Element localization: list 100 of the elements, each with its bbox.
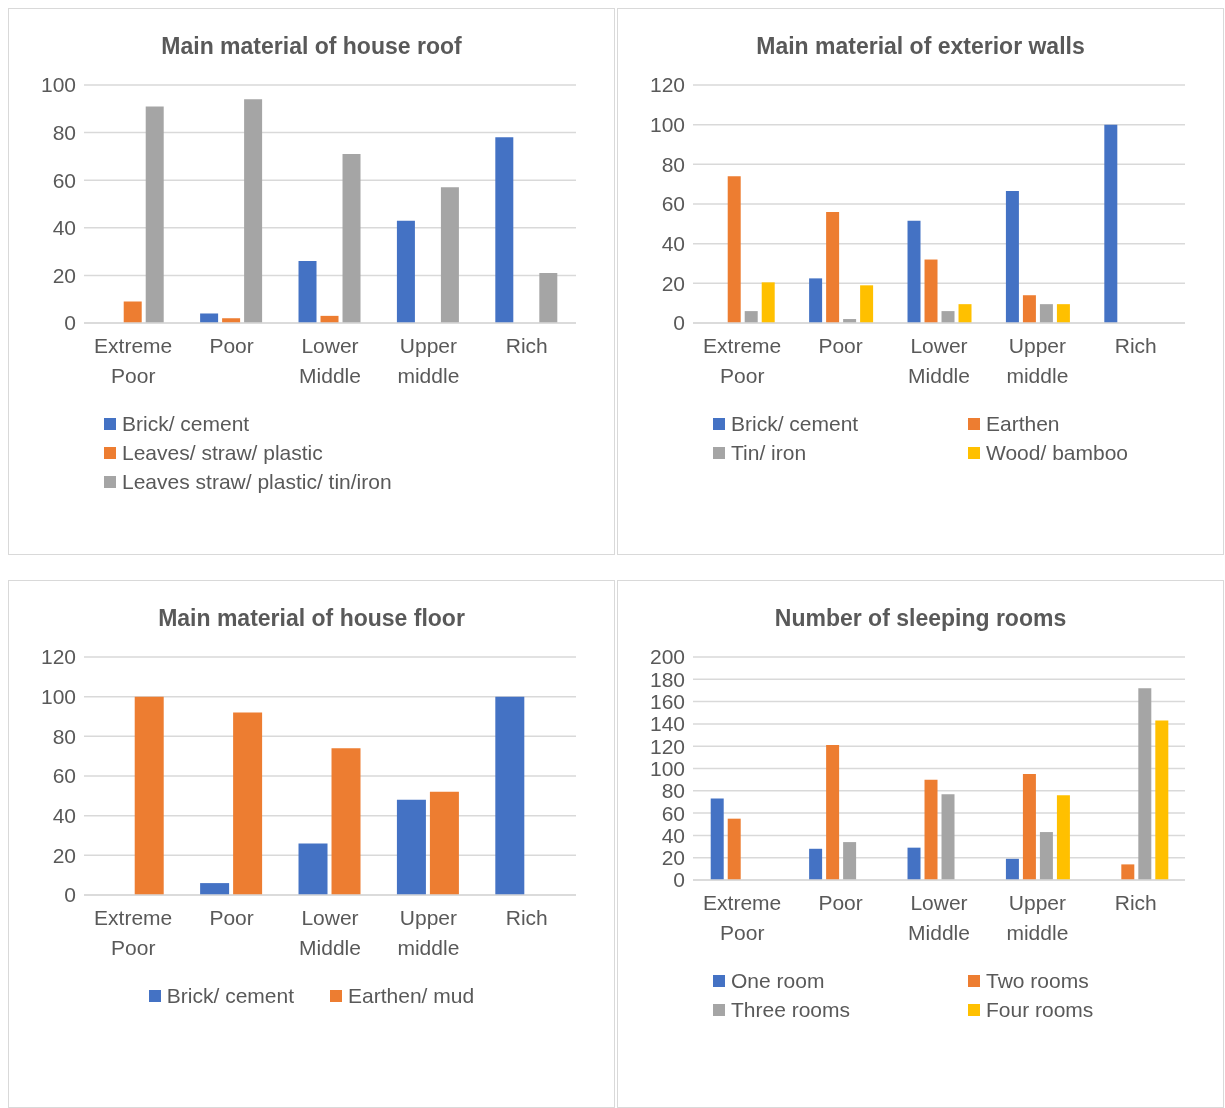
y-tick-label: 160	[649, 690, 685, 714]
y-tick-label: 140	[649, 712, 685, 736]
bar	[1138, 688, 1152, 880]
bar	[1121, 864, 1135, 880]
y-tick-label: 80	[52, 121, 76, 145]
y-tick-label: 60	[52, 764, 76, 788]
y-tick-label: 200	[649, 645, 685, 669]
y-tick-label: 60	[661, 192, 685, 216]
x-tick-label: Poor	[209, 906, 254, 929]
x-tick-label: Rich	[505, 906, 548, 929]
y-tick-label: 0	[64, 311, 76, 335]
y-tick-label: 120	[649, 73, 685, 97]
x-tick-label: Lower Middle	[299, 334, 361, 387]
y-tick-label: 60	[52, 168, 76, 192]
legend-label: Leaves/ straw/ plastic	[122, 440, 323, 466]
x-tick-label: Extreme Poor	[94, 906, 173, 959]
y-tick-label: 40	[661, 232, 685, 256]
bar	[1039, 832, 1053, 880]
legend-label: Tin/ iron	[731, 440, 807, 466]
bar	[1155, 720, 1169, 880]
x-tick-label: Upper middle	[1006, 334, 1069, 387]
x-tick-label: Extreme Poor	[703, 891, 782, 944]
chart-title: Main material of house floor	[157, 605, 466, 633]
legend-label: Four rooms	[986, 997, 1094, 1023]
legend-label: Brick/ cement	[122, 411, 250, 437]
y-tick-label: 120	[40, 645, 76, 669]
y-tick-label: 20	[52, 843, 76, 867]
bar	[123, 301, 142, 323]
y-tick-label: 0	[673, 311, 685, 335]
y-tick-label: 80	[661, 779, 685, 803]
bar	[941, 794, 955, 880]
legend-label: One room	[731, 968, 825, 994]
bar	[941, 311, 955, 323]
bar	[429, 791, 459, 895]
bar	[924, 259, 938, 323]
y-tick-label: 40	[661, 823, 685, 847]
bar	[727, 176, 741, 323]
x-tick-label: Rich	[505, 334, 548, 357]
bar	[200, 883, 230, 895]
bar	[1056, 304, 1070, 323]
y-tick-label: 100	[40, 73, 76, 97]
bar	[298, 261, 317, 323]
legend-label: Earthen/ mud	[348, 983, 475, 1009]
bar	[495, 696, 525, 895]
y-tick-label: 40	[52, 216, 76, 240]
chart-title: Number of sleeping rooms	[773, 605, 1068, 633]
bar	[1005, 191, 1019, 323]
bar	[145, 106, 164, 323]
bar	[539, 273, 558, 323]
bar	[744, 311, 758, 323]
y-tick-label: 80	[661, 152, 685, 176]
bar	[907, 847, 921, 880]
y-tick-label: 100	[649, 113, 685, 137]
bar	[727, 818, 741, 880]
bar	[440, 187, 459, 323]
chart-title: Main material of exterior walls	[755, 33, 1086, 61]
y-tick-label: 20	[661, 271, 685, 295]
x-tick-label: Rich	[1114, 891, 1157, 914]
x-tick-label: Extreme Poor	[94, 334, 173, 387]
legend-label: Brick/ cement	[166, 983, 295, 1009]
legend-label: Earthen	[986, 411, 1060, 437]
legend-label: Two rooms	[986, 968, 1089, 994]
bar	[396, 220, 415, 323]
chart-title: Main material of house roof	[160, 33, 463, 61]
x-tick-label: Extreme Poor	[703, 334, 782, 387]
x-tick-label: Upper middle	[397, 334, 460, 387]
x-tick-label: Lower Middle	[908, 891, 970, 944]
x-tick-label: Poor	[818, 891, 863, 914]
bar	[1022, 295, 1036, 323]
bar	[860, 285, 874, 323]
x-tick-label: Upper middle	[397, 906, 460, 959]
bar	[958, 304, 972, 323]
legend-label: Wood/ bamboo	[986, 440, 1129, 466]
x-tick-label: Lower Middle	[908, 334, 970, 387]
bar	[826, 211, 840, 323]
bar	[1039, 304, 1053, 323]
y-tick-label: 20	[52, 263, 76, 287]
bar	[826, 745, 840, 880]
legend-label: Leaves straw/ plastic/ tin/iron	[122, 469, 392, 495]
legend-label: Three rooms	[731, 997, 851, 1023]
bar	[710, 798, 724, 880]
bar	[1005, 858, 1019, 880]
y-tick-label: 120	[649, 734, 685, 758]
bar	[244, 99, 263, 323]
y-tick-label: 40	[52, 804, 76, 828]
bar	[761, 282, 775, 323]
bar	[924, 779, 938, 880]
y-tick-label: 100	[40, 685, 76, 709]
bar	[342, 154, 361, 323]
bar	[134, 696, 164, 895]
bar	[495, 137, 514, 323]
legend-label: Brick/ cement	[731, 411, 859, 437]
bar	[396, 799, 426, 895]
y-tick-label: 0	[673, 868, 685, 892]
y-tick-label: 180	[649, 667, 685, 691]
x-tick-label: Poor	[818, 334, 863, 357]
y-tick-label: 60	[661, 801, 685, 825]
bar	[1022, 774, 1036, 880]
bar	[298, 843, 328, 895]
bar	[809, 278, 823, 323]
